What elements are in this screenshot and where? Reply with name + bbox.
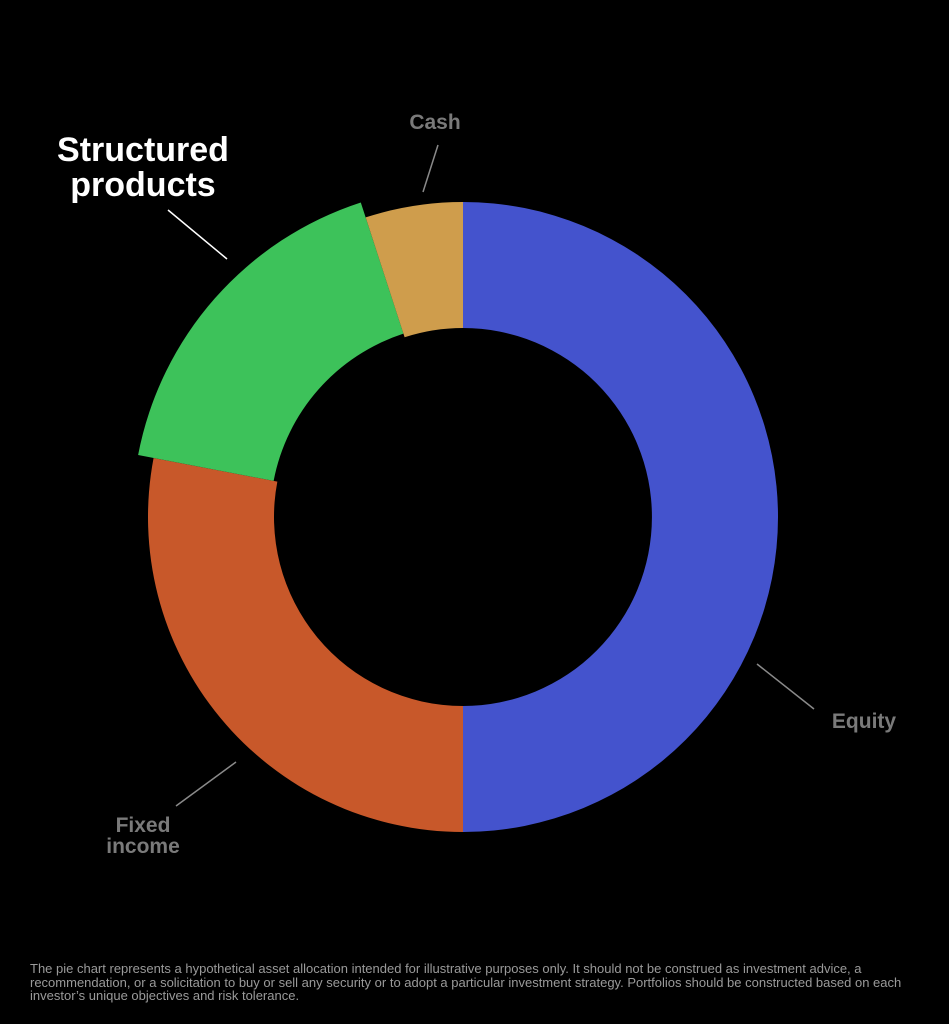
label-fixed-income-line-2: income xyxy=(106,835,180,858)
label-structured-products-line-1: Structured xyxy=(57,131,229,169)
leader-line-equity xyxy=(756,663,815,710)
label-leader-lines xyxy=(167,144,815,807)
leader-line-fixed-income xyxy=(175,761,237,807)
label-structured-products-line-2: products xyxy=(70,166,215,204)
label-cash: Cash xyxy=(409,111,460,134)
slice-structured-products xyxy=(138,202,404,481)
leader-line-cash xyxy=(422,144,439,193)
slice-fixed-income xyxy=(147,457,463,832)
leader-line-structured-products xyxy=(167,209,228,260)
slice-equity xyxy=(463,202,778,832)
label-fixed-income-line-1: Fixed xyxy=(116,814,171,837)
disclaimer-footnote: The pie chart represents a hypothetical … xyxy=(30,961,902,1003)
donut-slices xyxy=(138,202,778,832)
slice-cash xyxy=(365,202,463,338)
label-equity: Equity xyxy=(832,710,896,733)
